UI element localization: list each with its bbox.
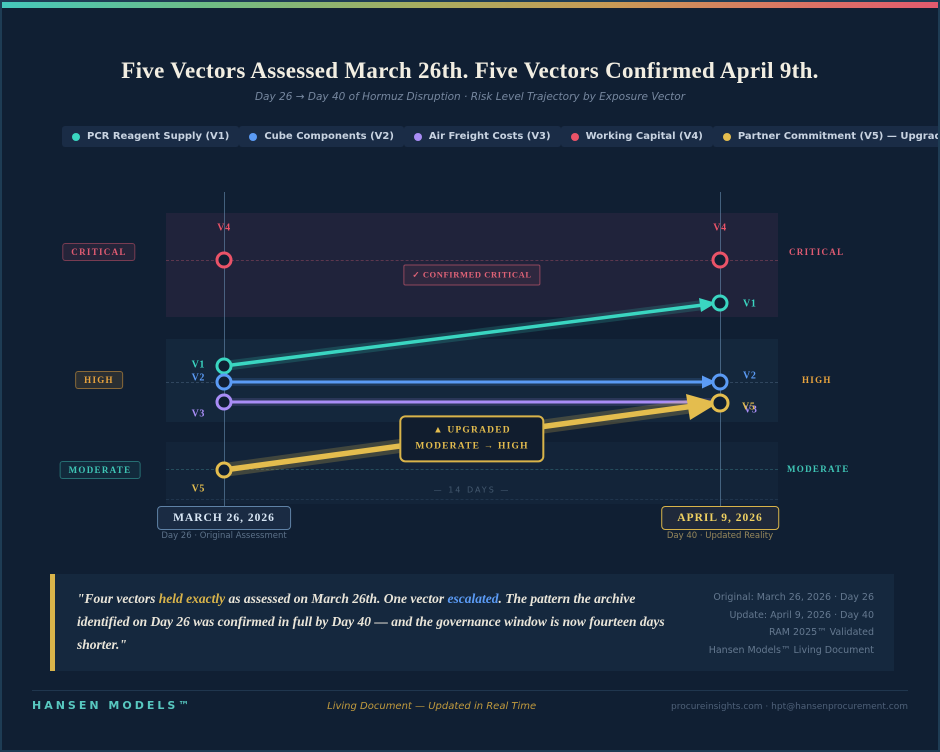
meta-validation: RAM 2025™ Validated	[769, 627, 874, 639]
meta-update-date: Update: April 9, 2026 · Day 40	[729, 609, 874, 621]
march-date-caption: Day 26 · Original Assessment	[161, 531, 287, 541]
v4-label-end: V4	[713, 222, 727, 234]
footer-contact-links[interactable]: procureinsights.com · hpt@hansenprocurem…	[671, 702, 908, 712]
moderate-level-label-right: MODERATE	[787, 464, 850, 474]
moderate-level-pill: MODERATE	[59, 461, 141, 479]
legend-item-v1[interactable]: PCR Reagent Supply (V1)	[62, 126, 240, 147]
v1-point-start[interactable]	[215, 357, 233, 375]
v4-point-end[interactable]	[711, 251, 729, 269]
high-level-pill: HIGH	[75, 371, 123, 389]
meta-document-type: Hansen Models™ Living Document	[708, 644, 874, 656]
v1-label-start: V1	[191, 359, 205, 371]
legend-item-v5[interactable]: Partner Commitment (V5) — Upgraded	[712, 126, 940, 147]
legend-item-v2[interactable]: Cube Components (V2)	[239, 126, 404, 147]
critical-gridline	[166, 260, 778, 261]
april-date-pill[interactable]: APRIL 9, 2026	[661, 506, 779, 530]
legend-label: Air Freight Costs (V3)	[428, 131, 551, 142]
duration-label: — 14 DAYS —	[433, 485, 511, 495]
page-title: Five Vectors Assessed March 26th. Five V…	[121, 58, 819, 83]
v5-point-end[interactable]	[710, 393, 730, 413]
april-date-caption: Day 40 · Updated Reality	[666, 531, 774, 541]
trajectory-lines	[223, 298, 718, 477]
legend-label: Partner Commitment (V5) — Upgraded	[737, 131, 940, 142]
document-metadata: Original: March 26, 2026 · Day 26 Update…	[694, 587, 874, 658]
axis-march-26	[224, 192, 225, 510]
gradient-accent-bar	[2, 2, 938, 8]
v4-label-start: V4	[217, 222, 231, 234]
bottom-gridline	[166, 499, 778, 500]
legend-label: Cube Components (V2)	[264, 131, 394, 142]
legend-dot-icon	[249, 132, 258, 141]
meta-original-date: Original: March 26, 2026 · Day 26	[713, 592, 874, 603]
v2-point-end[interactable]	[711, 373, 729, 391]
v5-label-start: V5	[191, 483, 205, 495]
high-level-label-right: HIGH	[802, 375, 832, 385]
v2-label-start: V2	[191, 372, 205, 384]
v5-point-start[interactable]	[215, 461, 233, 479]
footer-divider	[32, 690, 908, 691]
quote-segment: . The pattern the archive identified on …	[77, 591, 665, 653]
v2-label-end: V2	[743, 370, 757, 382]
legend-label: PCR Reagent Supply (V1)	[87, 131, 230, 142]
critical-level-label-right: CRITICAL	[789, 247, 845, 257]
quote-segment: "Four vectors	[77, 591, 159, 606]
brand-wordmark: HANSEN MODELS™	[32, 699, 193, 712]
legend-item-v4[interactable]: Working Capital (V4)	[560, 126, 713, 147]
axis-april-9	[720, 192, 721, 510]
legend: PCR Reagent Supply (V1) Cube Components …	[62, 126, 938, 147]
legend-dot-icon	[72, 132, 80, 141]
quote-text: "Four vectors held exactly as assessed o…	[77, 587, 682, 658]
v3-label-end: V3	[744, 404, 758, 416]
v1-point-end[interactable]	[711, 294, 729, 312]
upgraded-detail: MODERATE → HIGH	[415, 441, 529, 451]
footer: HANSEN MODELS™ Living Document — Updated…	[32, 699, 908, 712]
v3-label-start: V3	[191, 408, 205, 420]
quote-highlight-escalated: escalated	[447, 591, 499, 606]
v4-point-start[interactable]	[215, 251, 233, 269]
quote-highlight-held-exactly: held exactly	[158, 591, 226, 606]
legend-dot-icon	[722, 132, 731, 141]
v5-label-end: V5	[742, 401, 756, 413]
page-subtitle: Day 26 → Day 40 of Hormuz Disruption · R…	[254, 91, 686, 103]
upgraded-title: ▲ UPGRADED	[433, 425, 511, 436]
moderate-gridline	[166, 469, 778, 470]
legend-dot-icon	[413, 132, 422, 141]
quote-segment: as assessed on March 26th. One vector	[225, 591, 448, 606]
v1-label-end: V1	[743, 298, 757, 310]
upgraded-annotation-box: ▲ UPGRADED MODERATE → HIGH	[399, 415, 545, 463]
v2-point-start[interactable]	[215, 373, 233, 391]
legend-item-v3[interactable]: Air Freight Costs (V3)	[403, 126, 561, 147]
critical-level-pill: CRITICAL	[62, 243, 136, 261]
march-date-pill[interactable]: MARCH 26, 2026	[157, 506, 291, 530]
legend-label: Working Capital (V4)	[585, 131, 703, 142]
confirmed-critical-badge: ✓ CONFIRMED CRITICAL	[403, 264, 541, 286]
v3-point-start[interactable]	[215, 393, 233, 411]
summary-quote-panel: "Four vectors held exactly as assessed o…	[50, 574, 894, 671]
footer-status-text: Living Document — Updated in Real Time	[327, 701, 537, 712]
legend-dot-icon	[570, 132, 579, 141]
